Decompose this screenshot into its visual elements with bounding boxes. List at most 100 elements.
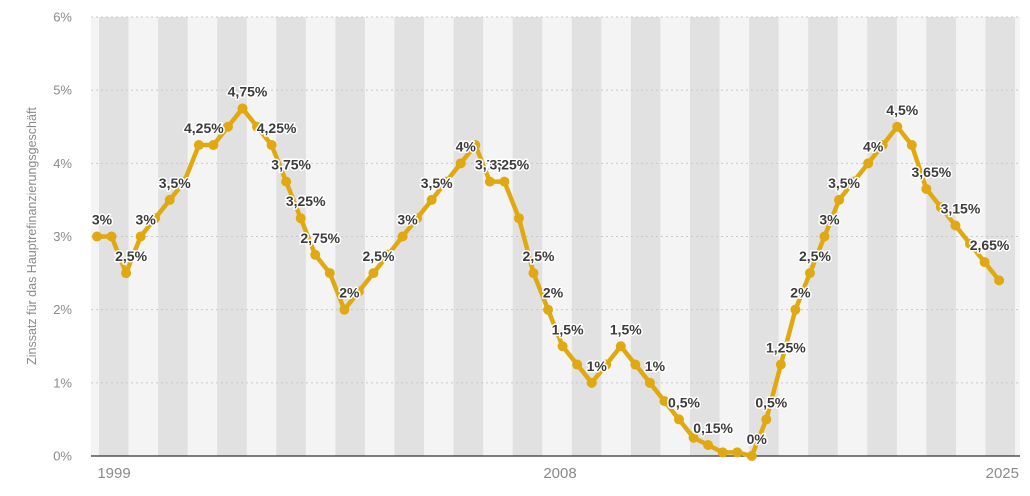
data-label: 2,5% — [799, 248, 831, 264]
data-label: 4,25% — [257, 120, 297, 136]
data-point — [688, 432, 699, 443]
data-label: 4,5% — [886, 102, 918, 118]
data-point — [368, 268, 379, 279]
data-label: 3% — [136, 212, 157, 228]
x-tick-label: 1999 — [97, 465, 130, 482]
data-point — [950, 220, 961, 231]
data-point — [732, 447, 743, 458]
data-point — [455, 158, 466, 169]
data-point — [674, 414, 684, 425]
data-label: 3,5% — [828, 175, 860, 191]
data-labels: 3%2,5%3%3,5%4,25%4,75%4,25%3,75%3,25%2,7… — [90, 82, 1011, 449]
data-label: 3,15% — [941, 201, 981, 217]
data-point — [353, 286, 364, 297]
data-point — [324, 268, 335, 279]
data-point — [252, 121, 263, 132]
data-point — [921, 183, 932, 194]
data-label: 2% — [790, 285, 811, 301]
data-point — [557, 341, 568, 352]
data-label: 0,5% — [755, 394, 787, 410]
background-band — [453, 17, 484, 456]
data-label: 0,5% — [668, 394, 700, 410]
data-label: 0,15% — [693, 420, 733, 436]
data-point — [237, 103, 248, 114]
data-point — [906, 140, 917, 151]
data-label: 2% — [339, 285, 360, 301]
y-axis-label: Zinssatz für das Hauptrefinanzierungsges… — [25, 107, 39, 365]
data-point — [979, 257, 990, 268]
data-point — [426, 194, 437, 205]
data-point — [819, 231, 830, 242]
data-label: 3% — [397, 212, 418, 228]
data-point — [266, 140, 277, 151]
data-point — [630, 359, 641, 370]
data-point — [397, 231, 408, 242]
data-point — [193, 140, 204, 151]
data-point — [746, 451, 757, 461]
data-point — [339, 304, 350, 315]
data-point — [935, 202, 946, 213]
data-label: 3% — [819, 212, 840, 228]
data-point — [484, 176, 495, 187]
y-tick-label: 6% — [53, 10, 72, 25]
data-point — [106, 231, 117, 242]
y-tick-label: 4% — [53, 156, 72, 171]
y-tick-label: 0% — [53, 449, 72, 464]
data-point — [295, 213, 306, 224]
y-tick-label: 5% — [53, 83, 72, 98]
data-point — [310, 249, 321, 260]
data-point — [863, 158, 874, 169]
data-point — [383, 249, 393, 260]
data-point — [601, 359, 612, 370]
data-point — [543, 304, 554, 315]
y-tick-label: 3% — [53, 229, 72, 244]
data-label: 3,25% — [286, 193, 326, 209]
data-point — [804, 268, 815, 279]
data-point — [586, 377, 597, 388]
data-label: 1,5% — [552, 321, 584, 337]
data-label: 3,25% — [490, 157, 530, 173]
data-point — [877, 140, 888, 151]
data-point — [659, 396, 670, 407]
background-band — [690, 17, 720, 456]
x-tick-label: 2008 — [543, 465, 576, 482]
data-label: 4% — [863, 138, 884, 154]
data-label: 4,75% — [228, 83, 268, 99]
data-label: 1% — [645, 358, 666, 374]
data-point — [499, 176, 510, 187]
data-label: 2,75% — [300, 230, 340, 246]
data-point — [281, 176, 292, 187]
data-label: 2,65% — [970, 237, 1010, 253]
data-point — [222, 121, 233, 132]
data-point — [717, 447, 728, 458]
data-point — [164, 194, 175, 205]
data-point — [470, 140, 481, 151]
x-axis-ticks: 1999 2008 2025 — [97, 465, 1019, 482]
data-point — [92, 231, 102, 242]
data-point — [644, 377, 655, 388]
data-point — [848, 176, 859, 187]
data-label: 3,5% — [159, 175, 191, 191]
data-label: 3,5% — [421, 175, 453, 191]
data-label: 3,75% — [271, 157, 311, 173]
background-band — [985, 17, 1016, 456]
data-point — [994, 275, 1005, 286]
data-points — [92, 103, 1005, 461]
data-point — [834, 194, 845, 205]
y-axis-ticks: 0% 1% 2% 3% 4% 5% 6% — [53, 10, 72, 464]
data-label: 2,5% — [115, 248, 147, 264]
data-point — [790, 304, 801, 315]
x-tick-label: 2025 — [986, 465, 1019, 482]
data-label: 2,5% — [523, 248, 555, 264]
data-point — [135, 231, 146, 242]
background-band — [335, 17, 365, 456]
data-point — [412, 213, 423, 224]
data-label: 4% — [456, 138, 477, 154]
data-label: 1% — [587, 358, 608, 374]
data-label: 3% — [92, 212, 113, 228]
data-point — [179, 176, 190, 187]
y-tick-label: 2% — [53, 302, 72, 317]
y-tick-label: 1% — [53, 375, 72, 390]
data-point — [703, 440, 714, 451]
